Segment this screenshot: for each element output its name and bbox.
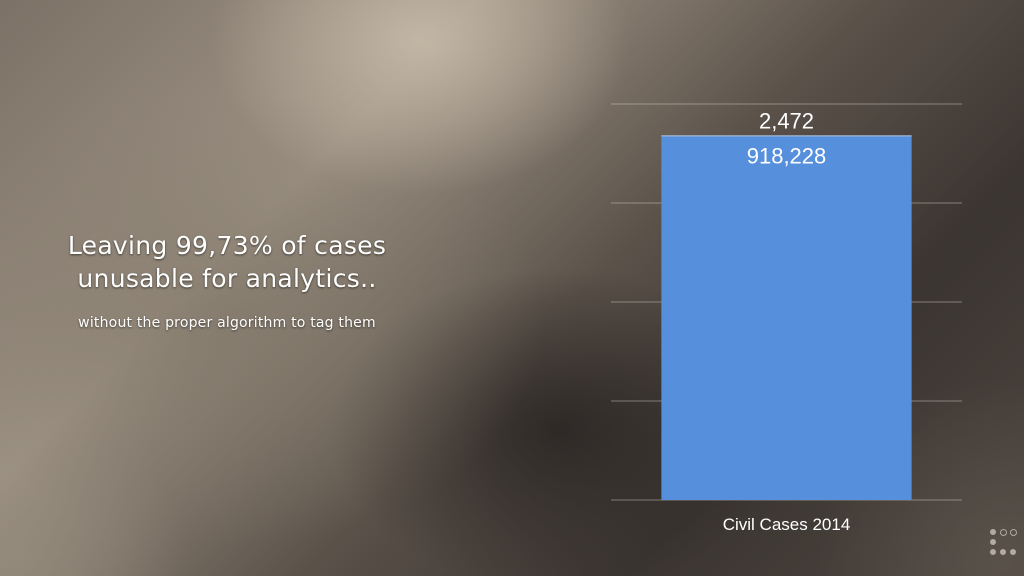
- data-label-series-1: 2,472: [759, 108, 814, 133]
- grid-dots-icon[interactable]: [988, 527, 1018, 557]
- x-tick-label: Civil Cases 2014: [723, 515, 851, 534]
- bars: [661, 135, 912, 500]
- data-labels: 918,228 2,472: [747, 108, 827, 168]
- bar-segment-0: [661, 136, 912, 500]
- slide-headline: Leaving 99,73% of cases unusable for ana…: [67, 231, 387, 293]
- data-label-series-0: 918,228: [747, 143, 827, 168]
- slide-subline: without the proper algorithm to tag them: [78, 315, 376, 331]
- x-axis: Civil Cases 2014: [723, 515, 851, 534]
